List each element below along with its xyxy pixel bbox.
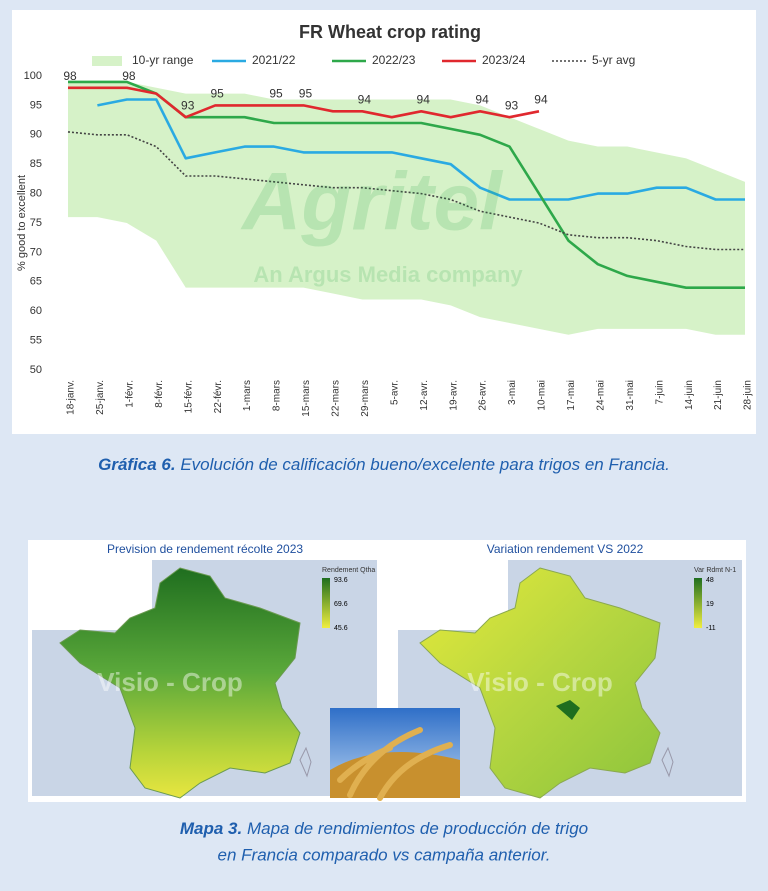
- x-tick-label: 22-févr.: [213, 380, 224, 413]
- series-line: [97, 98, 745, 201]
- x-tick-label: 29-mars: [360, 380, 371, 417]
- x-tick-label: 3-mai: [507, 380, 518, 405]
- corsica: [299, 746, 312, 778]
- y-tick-label: 55: [30, 335, 42, 347]
- data-label: 95: [299, 87, 313, 101]
- x-tick-label: 7-juin: [654, 380, 665, 404]
- legend-bar: [322, 578, 330, 628]
- x-tick-label: 25-janv.: [95, 380, 106, 415]
- legend-title: Var Rdmt N-1: [694, 567, 736, 574]
- x-tick-label: 12-avr.: [419, 380, 430, 411]
- x-tick-label: 21-juin: [713, 380, 724, 410]
- data-label: 94: [358, 92, 372, 106]
- caption-label: Mapa 3.: [180, 819, 242, 838]
- x-tick-label: 1-mars: [242, 380, 253, 411]
- map-title: Variation rendement VS 2022: [487, 542, 644, 556]
- range-band: [68, 81, 745, 335]
- y-tick-label: 75: [30, 217, 42, 229]
- y-tick-label: 85: [30, 158, 42, 170]
- y-tick-label: 70: [30, 246, 42, 258]
- x-tick-label: 8-févr.: [154, 380, 165, 408]
- wheat-photo: [330, 708, 460, 801]
- x-tick-label: 1-févr.: [125, 380, 136, 408]
- data-label: 98: [63, 69, 77, 83]
- series-line: [68, 86, 540, 119]
- legend-swatch: [92, 56, 122, 66]
- legend-label: 45.6: [334, 625, 348, 632]
- legend-bar: [694, 578, 702, 628]
- y-tick-label: 95: [30, 99, 42, 111]
- watermark: Agritel: [240, 157, 504, 248]
- corsica: [661, 746, 674, 778]
- data-label: 94: [417, 92, 431, 106]
- legend-label: 2021/22: [252, 53, 296, 67]
- x-tick-label: 10-mai: [537, 380, 548, 411]
- x-tick-label: 14-juin: [684, 380, 695, 410]
- legend-label: 48: [706, 577, 714, 584]
- x-tick-label: 26-avr.: [478, 380, 489, 411]
- data-label: 95: [210, 87, 224, 101]
- legend-label: 5-yr avg: [592, 53, 635, 67]
- photo-ears: [337, 727, 453, 801]
- x-tick-label: 28-juin: [743, 380, 754, 410]
- caption-label: Gráfica 6.: [98, 455, 176, 474]
- caption: Mapa 3. Mapa de rendimientos de producci…: [180, 819, 588, 838]
- caption-text: Evolución de calificación bueno/excelent…: [176, 455, 670, 474]
- x-tick-label: 15-févr.: [183, 380, 194, 413]
- data-label: 93: [505, 98, 519, 112]
- y-tick-label: 80: [30, 188, 42, 200]
- legend-title: Rendement Qtha: [322, 567, 375, 574]
- data-label: 95: [269, 87, 283, 101]
- map-left: Prevision de rendement récolte 2023 Rend…: [32, 542, 377, 799]
- legend-label: 10-yr range: [132, 53, 194, 67]
- x-tick-label: 8-mars: [272, 380, 283, 411]
- legend-label: 19: [706, 601, 714, 608]
- data-label: 94: [475, 92, 489, 106]
- x-tick-label: 24-mai: [595, 380, 606, 411]
- y-tick-label: 100: [24, 70, 42, 82]
- watermark: Visio - Crop: [467, 667, 612, 697]
- series-line: [67, 131, 745, 251]
- y-axis-label: % good to excellent: [16, 175, 28, 271]
- x-tick-label: 18-janv.: [66, 380, 77, 415]
- data-label: 98: [122, 69, 136, 83]
- x-tick-label: 31-mai: [625, 380, 636, 411]
- caption-text: Mapa de rendimientos de producción de tr…: [242, 819, 588, 838]
- y-tick-label: 65: [30, 276, 42, 288]
- watermark: Visio - Crop: [97, 667, 242, 697]
- x-tick-label: 5-avr.: [389, 380, 400, 405]
- caption: Gráfica 6. Evolución de calificación bue…: [98, 455, 670, 474]
- data-label: 94: [534, 92, 548, 106]
- chart: FR Wheat crop rating % good to excellent…: [16, 22, 754, 417]
- legend-label: 2023/24: [482, 53, 526, 67]
- caption-text: en Francia comparado vs campaña anterior…: [218, 845, 551, 864]
- legend-label: -11: [706, 625, 716, 632]
- y-tick-label: 60: [30, 305, 42, 317]
- data-label: 93: [181, 98, 195, 112]
- legend-label: 69.6: [334, 601, 348, 608]
- legend-label: 93.6: [334, 577, 348, 584]
- legend-label: 2022/23: [372, 53, 416, 67]
- x-tick-label: 19-avr.: [448, 380, 459, 411]
- map-title: Prevision de rendement récolte 2023: [107, 542, 303, 556]
- chart-title: FR Wheat crop rating: [299, 22, 481, 42]
- y-tick-label: 50: [30, 364, 42, 376]
- y-tick-label: 90: [30, 129, 42, 141]
- x-tick-label: 22-mars: [331, 380, 342, 417]
- watermark: An Argus Media company: [253, 262, 523, 287]
- x-tick-label: 17-mai: [566, 380, 577, 411]
- x-tick-label: 15-mars: [301, 380, 312, 417]
- map-region: [556, 700, 580, 720]
